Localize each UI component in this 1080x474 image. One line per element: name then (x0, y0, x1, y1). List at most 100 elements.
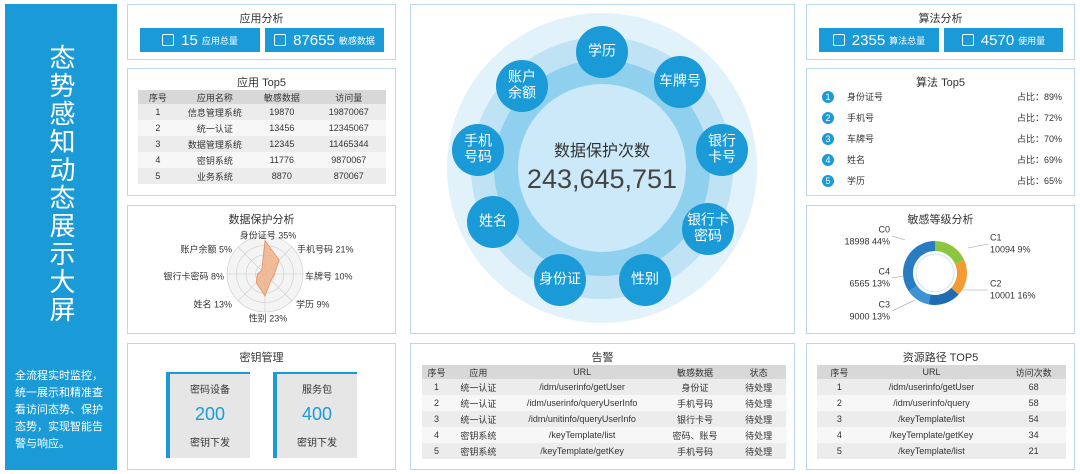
table-cell: 870067 (311, 168, 386, 184)
table-cell: 3 (422, 411, 452, 427)
panel: 资源路径 TOP5 序号 URL 访问次数 1/idm/userinfo/getUser… (806, 343, 1075, 470)
table-cell: 待处理 (731, 411, 786, 427)
table-row: 1 信息管理系统 19870 19870067 (138, 104, 386, 120)
table-cell: 9870067 (311, 152, 386, 168)
table-cell: 3 (138, 136, 178, 152)
algo-share: 占比：89% (1016, 92, 1062, 102)
sidebar-description: 全流程实时监控，统一展示和精准查看访问态势、保护态势，实现智能告警与响应。 (15, 370, 103, 450)
table-row: 4 密钥系统 11776 9870067 (138, 152, 386, 168)
table: 序号 URL 访问次数 1/idm/userinfo/getUser 68 2/idm/u… (817, 365, 1066, 459)
table-cell: /keyTemplate/list (861, 443, 1002, 459)
header-cell: 序号 (138, 90, 178, 104)
stat-icon (162, 34, 175, 46)
panel: 算法分析 2355 算法总量 4570 使用量 (806, 4, 1075, 60)
table-cell: 58 (1001, 395, 1066, 411)
table-cell: 13456 (252, 120, 312, 136)
panel-title: 数据保护分析 (228, 214, 295, 226)
card-name: 密码设备 (190, 385, 230, 396)
table-cell: 19870 (252, 104, 312, 120)
table-header: 序号 应用名称 敏感数据 访问量 (138, 90, 386, 104)
header-cell: 访问次数 (1001, 365, 1066, 379)
panel-title: 告警 (591, 352, 614, 364)
table-cell: 21 (1001, 443, 1066, 459)
table-cell: 身份证 (658, 379, 732, 395)
table-cell: 统一认证 (177, 120, 253, 136)
table-cell: 密钥系统 (451, 427, 506, 443)
table-cell: 4 (138, 152, 178, 168)
key-card: 服务包 400 密钥下发 (273, 372, 357, 458)
stat-label: 敏感数据 (338, 35, 375, 46)
card-value: 400 (301, 404, 333, 424)
rank-badge: 4 (822, 154, 834, 166)
table-cell: /idm/userinfo/query (861, 395, 1002, 411)
header-cell: 敏感数据 (658, 365, 732, 379)
stat-box: 15 应用总量 (140, 28, 260, 52)
table-cell: 68 (1001, 379, 1066, 395)
table-row: 3/keyTemplate/list 54 (817, 411, 1066, 427)
key-card: 密码设备 200 密钥下发 (166, 372, 250, 458)
stat-value: 87655 (293, 31, 335, 49)
stat-icon (832, 34, 845, 46)
rank-badge: 1 (822, 91, 834, 103)
table-row: 1 统一认证/idm/userinfo/getUser 身份证 待处理 (422, 379, 786, 395)
panel-title: 密钥管理 (239, 352, 284, 364)
table-cell: 统一认证 (451, 395, 506, 411)
table-row: 1/idm/userinfo/getUser 68 (817, 379, 1066, 395)
table-cell: /keyTemplate/list (861, 411, 1002, 427)
algo-share: 占比：72% (1016, 113, 1062, 123)
table-cell: 业务系统 (177, 168, 253, 184)
algo-name: 身份证号 (847, 92, 884, 102)
table-cell: 数据管理系统 (177, 136, 253, 152)
table-cell: 11776 (252, 152, 312, 168)
sidebar: 态势感知动态展示大屏 全流程实时监控，统一展示和精准查看访问态势、保护态势，实现智… (5, 4, 117, 470)
stat-value: 2355 (851, 31, 886, 49)
table-row: 2/idm/userinfo/query 58 (817, 395, 1066, 411)
table-cell: 4 (422, 427, 452, 443)
panel: 告警 序号 应用 URL 敏感数据 状态 1 统一认证/idm/userinfo/getUse… (410, 343, 795, 470)
stat-icon (961, 34, 974, 46)
table: 序号 应用名称 敏感数据 访问量 1 信息管理系统 19870 19870067 2 统一认证 13… (138, 90, 386, 184)
header-cell: 应用 (451, 365, 506, 379)
table-cell: 统一认证 (451, 411, 506, 427)
table-cell: 手机号码 (658, 443, 732, 459)
table-cell: 待处理 (731, 443, 786, 459)
algo-share: 占比：69% (1016, 155, 1062, 165)
panel: 算法 Top5 1 身份证号 占比：89% 2 手机号 占比：72% 3 车牌号 占比：70% 4 姓… (806, 68, 1075, 196)
stat-box: 2355 算法总量 (819, 28, 939, 52)
table-header: 序号 应用 URL 敏感数据 状态 (422, 365, 786, 379)
table-cell: 5 (817, 443, 862, 459)
algo-name: 手机号 (847, 113, 875, 123)
card-action: 密钥下发 (297, 438, 337, 449)
table-cell: 34 (1001, 427, 1066, 443)
table-cell: 1 (817, 379, 862, 395)
panel (410, 4, 795, 334)
panel: 应用 Top5 序号 应用名称 敏感数据 访问量 1 信息管理系统 19870 19870067… (127, 68, 396, 196)
stat-label: 使用量 (1018, 35, 1046, 46)
rank-badge: 5 (822, 175, 834, 187)
table-row: 3 统一认证/idm/unitinfo/queryUserInfo 银行卡号 待处理 (422, 411, 786, 427)
table-cell: /idm/userinfo/getUser (861, 379, 1002, 395)
algo-name: 学历 (847, 176, 866, 186)
header-cell: 序号 (817, 365, 862, 379)
stat-value: 4570 (980, 31, 1015, 49)
panel-title: 算法 Top5 (916, 77, 965, 89)
card-action: 密钥下发 (190, 438, 230, 449)
card-value: 200 (194, 404, 226, 424)
table-cell: 密码、账号 (658, 427, 732, 443)
table-row: 2 统一认证 13456 12345067 (138, 120, 386, 136)
rank-badge: 3 (822, 133, 834, 145)
header-cell: 访问量 (311, 90, 386, 104)
table-cell: 密钥系统 (451, 443, 506, 459)
table-cell: /idm/unitinfo/queryUserInfo (505, 411, 659, 427)
table-cell: /idm/userinfo/getUser (505, 379, 659, 395)
table-cell: 2 (817, 395, 862, 411)
stat-box: 87655 敏感数据 (265, 28, 384, 52)
card-name: 服务包 (302, 385, 332, 396)
algo-name: 车牌号 (847, 134, 875, 144)
table-cell: 2 (422, 395, 452, 411)
header-cell: 敏感数据 (252, 90, 312, 104)
table-cell: 密钥系统 (177, 152, 253, 168)
table-row: 3 数据管理系统 12345 11465344 (138, 136, 386, 152)
stat-label: 算法总量 (889, 35, 926, 46)
